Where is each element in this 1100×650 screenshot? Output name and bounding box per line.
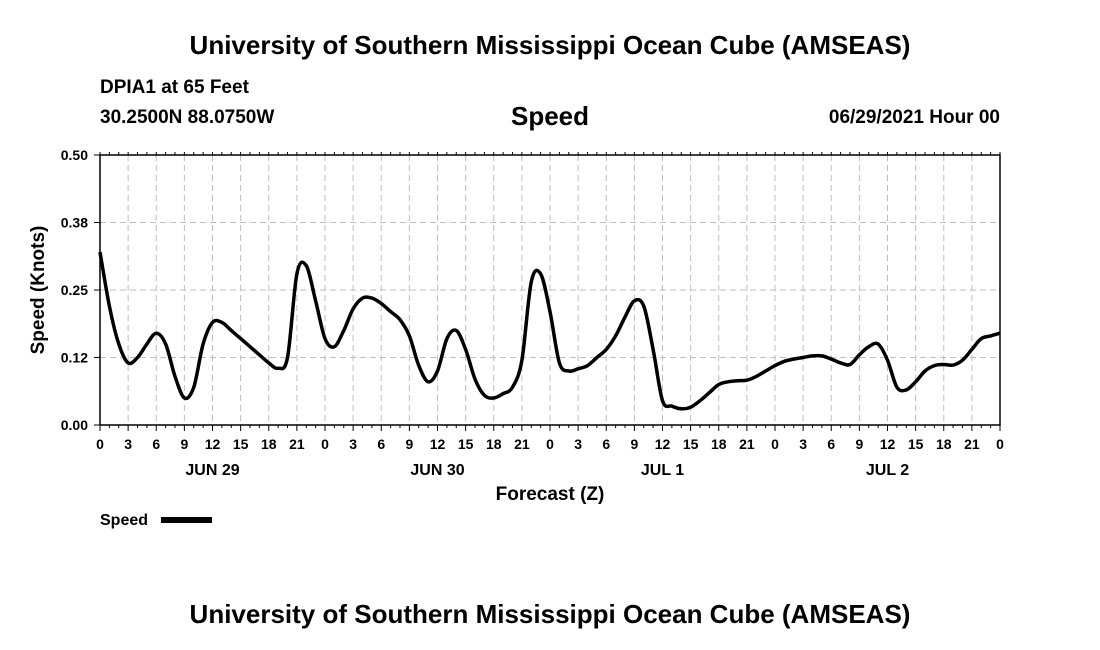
x-tick-label: 0 bbox=[546, 436, 554, 452]
x-tick-label: 0 bbox=[996, 436, 1004, 452]
x-tick-label: 0 bbox=[96, 436, 104, 452]
y-tick-label: 0.00 bbox=[61, 417, 88, 433]
station-label: DPIA1 at 65 Feet bbox=[100, 77, 249, 98]
legend: Speed bbox=[100, 512, 212, 529]
x-tick-label: 15 bbox=[683, 436, 699, 452]
speed-series-line bbox=[98, 251, 1001, 411]
x-tick-label: 18 bbox=[936, 436, 952, 452]
legend-label: Speed bbox=[100, 512, 148, 529]
x-tick-label: 21 bbox=[964, 436, 980, 452]
page-title: University of Southern Mississippi Ocean… bbox=[189, 30, 911, 60]
day-label: JUL 1 bbox=[641, 462, 684, 479]
y-tick-label: 0.38 bbox=[61, 215, 88, 231]
x-tick-label: 6 bbox=[377, 436, 385, 452]
x-tick-label: 9 bbox=[405, 436, 413, 452]
coordinates-label: 30.2500N 88.0750W bbox=[100, 107, 275, 128]
x-tick-label: 6 bbox=[152, 436, 160, 452]
x-tick-label: 6 bbox=[827, 436, 835, 452]
x-tick-label: 0 bbox=[771, 436, 779, 452]
x-tick-label: 18 bbox=[711, 436, 727, 452]
day-label: JUN 29 bbox=[185, 462, 239, 479]
x-tick-label: 21 bbox=[289, 436, 305, 452]
x-tick-label: 6 bbox=[602, 436, 610, 452]
footer-title: University of Southern Mississippi Ocean… bbox=[189, 599, 911, 629]
x-tick-label: 9 bbox=[630, 436, 638, 452]
variable-title: Speed bbox=[510, 101, 590, 131]
grid-layer bbox=[100, 155, 1000, 425]
x-tick-label: 12 bbox=[205, 436, 221, 452]
x-tick-label: 9 bbox=[855, 436, 863, 452]
x-tick-label: 12 bbox=[880, 436, 896, 452]
forecast-date: 06/29/2021 Hour 00 bbox=[828, 107, 1000, 128]
x-tick-label: 12 bbox=[430, 436, 446, 452]
x-tick-label: 21 bbox=[514, 436, 530, 452]
x-tick-label: 3 bbox=[574, 436, 582, 452]
x-tick-label: 15 bbox=[908, 436, 924, 452]
x-tick-label: 9 bbox=[180, 436, 188, 452]
y-axis-label: Speed (Knots) bbox=[28, 226, 49, 355]
x-axis-label: Forecast (Z) bbox=[496, 484, 605, 505]
x-tick-label: 0 bbox=[321, 436, 329, 452]
day-label: JUN 30 bbox=[410, 462, 464, 479]
x-tick-label: 3 bbox=[349, 436, 357, 452]
ticks-layer: 0.00 0.12 0.25 0.38 0.50 0 3 6 9 12 15 18 21 0 3 6 9 12 15… bbox=[61, 147, 1004, 479]
x-tick-label: 3 bbox=[124, 436, 132, 452]
day-label: JUL 2 bbox=[866, 462, 909, 479]
x-tick-label: 3 bbox=[799, 436, 807, 452]
x-tick-label: 18 bbox=[261, 436, 277, 452]
x-tick-label: 12 bbox=[655, 436, 671, 452]
y-tick-label: 0.25 bbox=[61, 282, 88, 298]
legend-swatch bbox=[161, 517, 212, 523]
y-tick-label: 0.12 bbox=[61, 350, 88, 366]
x-tick-label: 15 bbox=[233, 436, 249, 452]
x-tick-label: 18 bbox=[486, 436, 502, 452]
x-tick-label: 15 bbox=[458, 436, 474, 452]
series-layer bbox=[98, 251, 1001, 411]
x-tick-label: 21 bbox=[739, 436, 755, 452]
y-tick-label: 0.50 bbox=[61, 147, 88, 163]
